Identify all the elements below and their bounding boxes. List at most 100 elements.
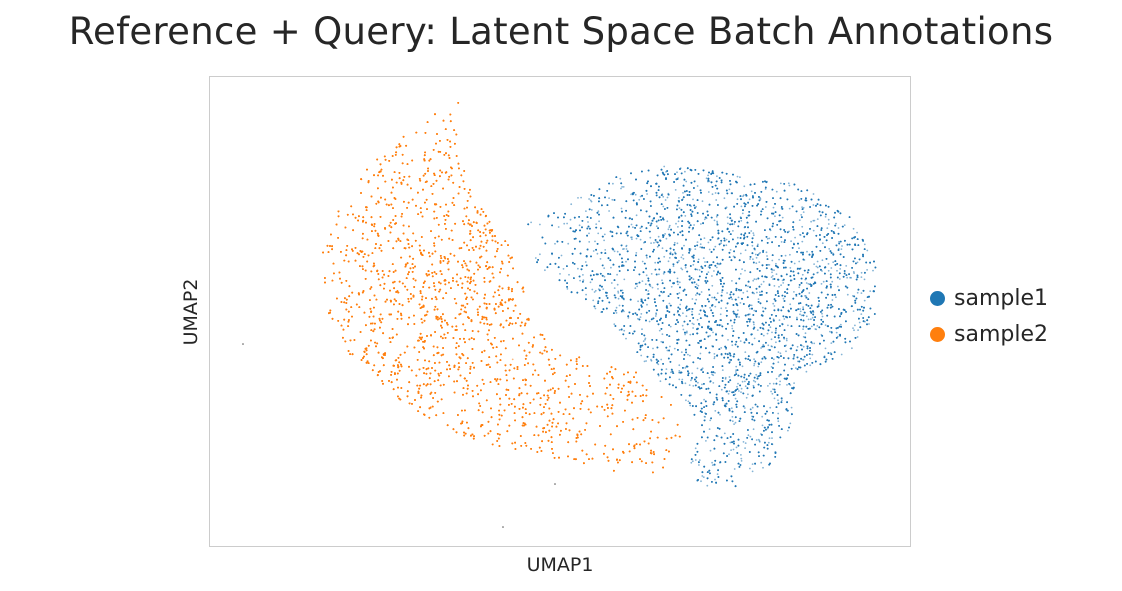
scatter-point-sample1 [768,264,771,266]
scatter-point-sample1 [771,259,774,262]
scatter-point-sample1 [752,279,755,282]
scatter-point-sample1 [700,223,702,225]
scatter-point-sample1 [644,337,647,340]
scatter-point-sample1 [772,302,775,305]
scatter-point-sample1 [676,311,679,314]
scatter-point-sample1 [684,170,686,173]
scatter-point-sample1 [681,324,684,327]
scatter-point-sample1 [704,261,706,263]
scatter-point-sample1 [651,286,654,289]
scatter-point-sample1 [696,367,699,370]
scatter-point-sample1 [831,280,834,283]
scatter-point-sample1 [683,244,685,247]
scatter-point-sample1 [789,303,792,306]
scatter-point-sample1 [747,434,750,437]
scatter-point-sample1 [839,323,842,326]
scatter-point-sample1 [608,210,610,212]
scatter-point-sample1 [787,324,789,327]
scatter-point-sample1 [777,351,780,353]
scatter-point-sample1 [753,309,756,312]
scatter-point-sample1 [684,266,687,269]
scatter-point-sample1 [634,287,637,290]
scatter-point-sample1 [778,285,780,288]
scatter-point-sample1 [755,262,758,265]
scatter-point-sample1 [668,224,671,227]
scatter-point-sample1 [726,216,729,219]
scatter-point-sample1 [610,282,613,284]
scatter-point-sample1 [676,277,679,280]
scatter-point-sample1 [682,328,685,331]
scatter-point-sample1 [589,281,592,284]
scatter-point-sample1 [750,304,753,307]
scatter-point-sample1 [840,353,843,356]
scatter-point-sample1 [806,250,808,253]
scatter-point-sample1 [765,251,768,254]
scatter-point-sample1 [685,315,688,318]
scatter-point-sample1 [596,252,599,255]
scatter-point-sample1 [649,236,652,239]
scatter-point-sample1 [711,464,714,466]
scatter-point-sample1 [695,205,697,208]
scatter-point-sample1 [689,354,691,357]
scatter-point-sample1 [841,245,843,247]
scatter-point-sample1 [821,312,823,315]
scatter-point-sample1 [625,248,628,250]
scatter-point-sample1 [839,268,842,270]
scatter-point-sample1 [713,219,716,222]
scatter-point-sample1 [708,428,711,430]
scatter-point-sample1 [655,241,658,243]
scatter-point-sample1 [654,261,657,264]
scatter-point-sample1 [863,299,866,302]
scatter-point-sample1 [771,392,774,395]
scatter-point-sample1 [658,273,660,276]
scatter-point-sample1 [773,269,775,272]
scatter-point-sample1 [801,273,804,276]
scatter-point-sample1 [713,355,716,358]
scatter-point-sample1 [625,260,627,263]
scatter-point-sample1 [753,337,756,340]
scatter-point-sample1 [677,283,679,286]
scatter-point-sample1 [760,361,763,364]
scatter-point-sample1 [570,203,573,206]
scatter-point-sample1 [657,235,660,238]
scatter-point-sample1 [798,199,801,201]
scatter-point-sample1 [734,393,737,396]
scatter-point-sample1 [762,466,764,469]
scatter-point-sample1 [714,305,717,308]
scatter-point-sample1 [768,437,771,440]
scatter-point-sample1 [866,249,869,252]
scatter-point-sample1 [755,256,758,259]
scatter-point-sample1 [772,382,775,385]
scatter-point-sample1 [557,226,560,228]
scatter-point-sample1 [661,279,663,282]
scatter-point-sample1 [741,212,744,215]
scatter-point-sample1 [741,365,744,368]
scatter-point-sample1 [781,216,784,219]
scatter-point-sample1 [860,313,863,315]
scatter-point-sample1 [753,278,756,280]
scatter-point-sample1 [587,221,589,223]
scatter-point-sample1 [611,198,614,201]
scatter-point-sample1 [674,189,677,191]
scatter-point-sample1 [753,362,756,365]
scatter-point-sample1 [709,419,712,422]
scatter-point-sample1 [804,332,807,335]
scatter-point-sample1 [684,382,687,385]
scatter-point-sample1 [762,334,765,337]
scatter-point-sample1 [668,226,671,229]
scatter-point-sample1 [678,370,681,372]
scatter-point-sample1 [645,274,648,277]
scatter-point-sample1 [757,438,760,441]
scatter-point-sample1 [800,214,803,216]
scatter-point-sample1 [858,321,861,324]
scatter-point-sample1 [810,325,813,328]
scatter-point-sample1 [563,222,566,225]
scatter-point-sample1 [638,198,641,201]
scatter-point-sample1 [777,399,779,402]
scatter-point-sample1 [681,254,684,256]
scatter-point-sample1 [689,404,692,407]
scatter-point-sample1 [872,269,874,272]
scatter-point-sample1 [713,270,715,272]
scatter-point-sample1 [739,176,741,179]
scatter-point-sample1 [694,248,697,251]
